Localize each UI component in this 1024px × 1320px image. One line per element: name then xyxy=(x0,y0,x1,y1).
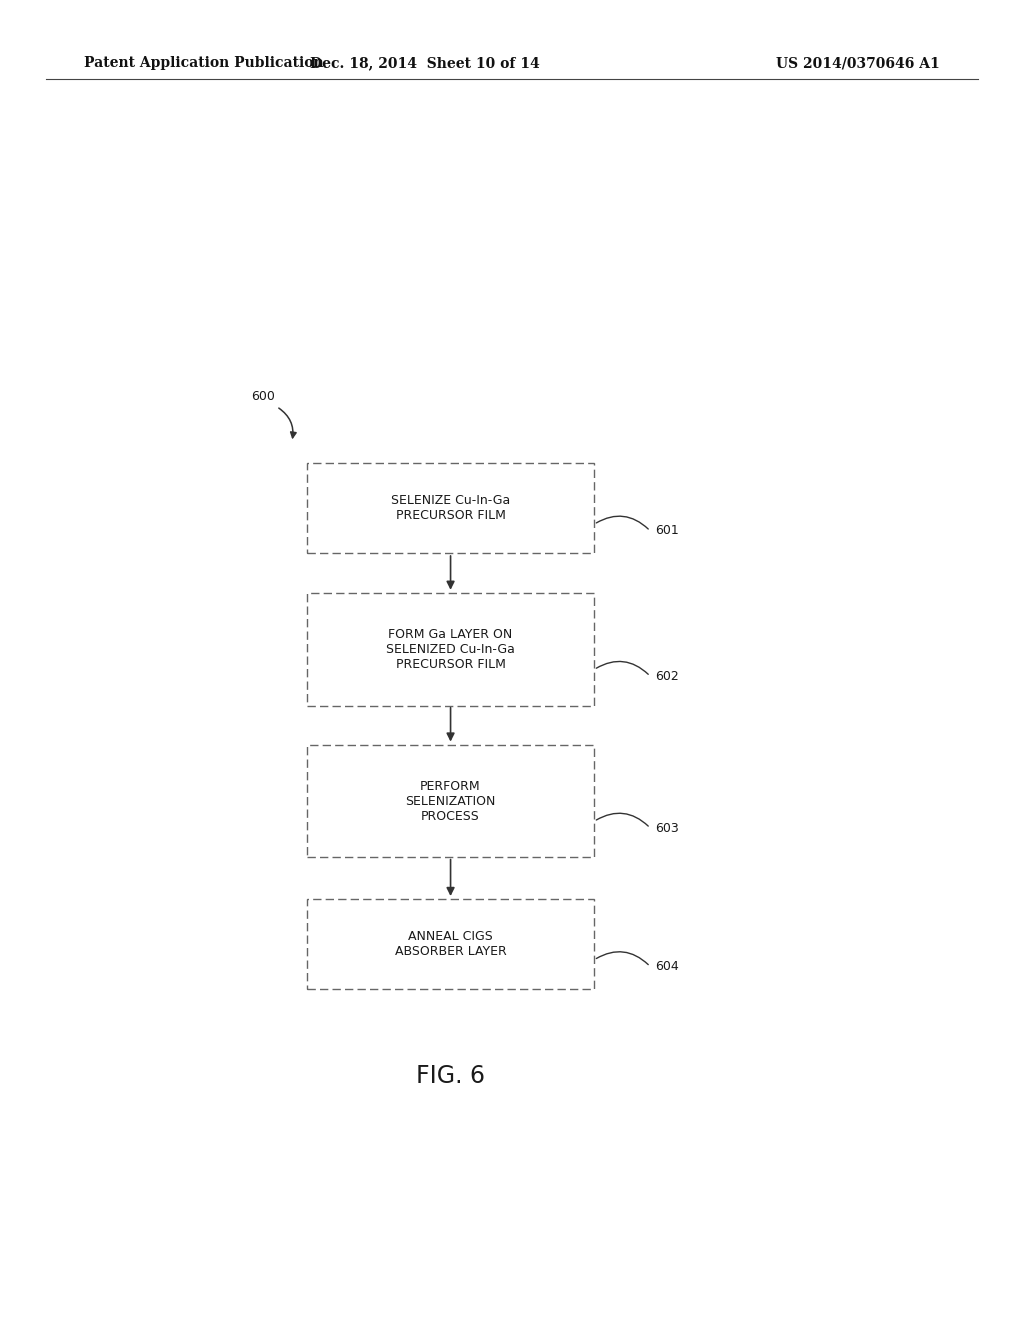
Bar xyxy=(307,463,594,553)
Text: SELENIZE Cu-In-Ga
PRECURSOR FILM: SELENIZE Cu-In-Ga PRECURSOR FILM xyxy=(391,494,510,523)
Text: 604: 604 xyxy=(655,960,679,973)
Text: FORM Ga LAYER ON
SELENIZED Cu-In-Ga
PRECURSOR FILM: FORM Ga LAYER ON SELENIZED Cu-In-Ga PREC… xyxy=(386,628,515,671)
Text: ANNEAL CIGS
ABSORBER LAYER: ANNEAL CIGS ABSORBER LAYER xyxy=(394,929,507,958)
Text: US 2014/0370646 A1: US 2014/0370646 A1 xyxy=(776,57,940,70)
Bar xyxy=(307,899,594,989)
Text: PERFORM
SELENIZATION
PROCESS: PERFORM SELENIZATION PROCESS xyxy=(406,780,496,822)
Text: 603: 603 xyxy=(655,821,679,834)
Bar xyxy=(307,744,594,858)
Text: Dec. 18, 2014  Sheet 10 of 14: Dec. 18, 2014 Sheet 10 of 14 xyxy=(310,57,540,70)
Text: 602: 602 xyxy=(655,669,679,682)
Bar xyxy=(307,594,594,705)
Text: Patent Application Publication: Patent Application Publication xyxy=(84,57,324,70)
Text: 601: 601 xyxy=(655,524,679,537)
Text: FIG. 6: FIG. 6 xyxy=(416,1064,485,1088)
Text: 600: 600 xyxy=(251,389,274,403)
